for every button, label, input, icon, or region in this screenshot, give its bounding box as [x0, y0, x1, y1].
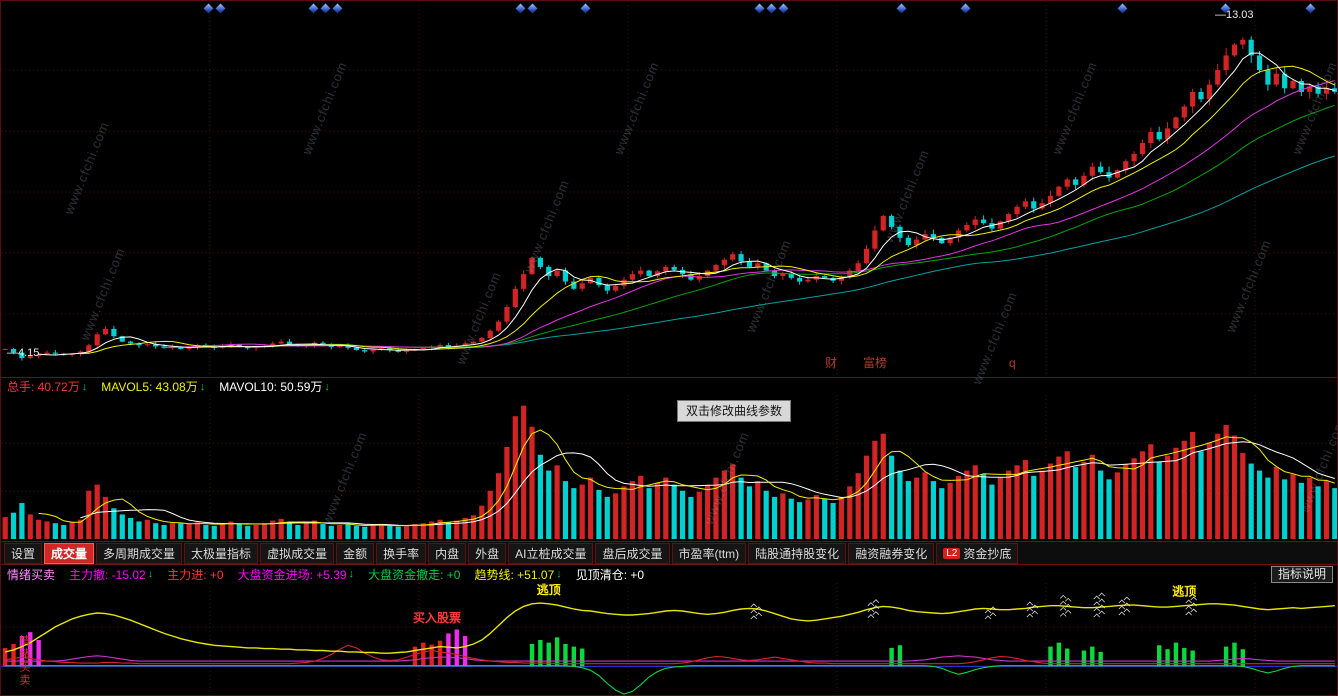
main-price-chart[interactable]: 财 富榜 q — [1, 1, 1338, 377]
down-arrow-icon: ↓ — [81, 380, 88, 393]
indicator-stat: 情绪买卖 — [7, 566, 55, 583]
tab-label: 陆股通持股变化 — [755, 546, 840, 561]
tab-13[interactable]: 融资融券变化 — [848, 542, 935, 564]
tab-label: 多周期成交量 — [103, 546, 176, 561]
tab-0[interactable]: 设置 — [4, 542, 43, 564]
l2-badge: L2 — [943, 547, 961, 559]
down-arrow-icon: ↓ — [556, 568, 562, 580]
tab-5[interactable]: 金额 — [336, 542, 375, 564]
red-line — [5, 644, 1335, 665]
ma30-line — [247, 104, 1335, 348]
tab-3[interactable]: 太极量指标 — [184, 542, 259, 564]
green-line — [5, 665, 1335, 695]
indicator-stat: 主力进: +0 — [167, 566, 223, 583]
volume-stat: MAVOL10: 50.59万 ↓ — [219, 378, 330, 395]
tab-8[interactable]: 外盘 — [468, 542, 507, 564]
buy-signal-label: 买入股票 — [413, 610, 461, 625]
chart-tooltip: 双击修改曲线参数 — [677, 400, 792, 422]
sentiment-indicator-chart[interactable]: 买入股票 逃顶 逃顶 — [1, 583, 1338, 696]
indicator-stat-value: 情绪买卖 — [7, 567, 56, 582]
tab-label: 市盈率(ttm) — [678, 546, 740, 561]
price-low-label: —4.15 — [7, 347, 39, 359]
ma5-line — [38, 52, 1335, 356]
signal-clusters — [750, 592, 1197, 620]
indicator-stat: 见顶清仓: +0 — [576, 566, 644, 583]
volume-bars — [2, 405, 1337, 539]
tab-label: 内盘 — [435, 546, 460, 561]
tab-1[interactable]: 成交量 — [44, 542, 95, 564]
tab-label: 外盘 — [475, 546, 500, 561]
signal-bars — [2, 629, 1246, 667]
ma20-line — [164, 80, 1335, 349]
indicator-stat-value: 主力撤: -15.02 — [69, 567, 146, 582]
tab-14[interactable]: L2 资金抄底 — [936, 542, 1019, 564]
ma10-line — [80, 65, 1336, 355]
indicator-stat-value: 大盘资金进场: +5.39 — [237, 567, 347, 582]
indicator-stat-value: 大盘资金撤走: +0 — [368, 567, 461, 582]
tab-11[interactable]: 市盈率(ttm) — [671, 542, 747, 564]
indicator-stat: 大盘资金撤走: +0 — [368, 566, 460, 583]
tab-2[interactable]: 多周期成交量 — [96, 542, 183, 564]
magenta-line — [5, 655, 1335, 662]
tab-label: 盘后成交量 — [602, 546, 663, 561]
mavol10-line — [80, 441, 1335, 527]
price-low-value: 4.15 — [18, 347, 40, 359]
price-tick-dash: — — [1215, 9, 1226, 21]
indicator-stat: 大盘资金进场: +5.39 ↓ — [238, 566, 355, 583]
ma55-line — [456, 155, 1335, 348]
indicator-stat: 趋势线: +51.07 ↓ — [474, 566, 561, 583]
down-arrow-icon: ↓ — [199, 380, 206, 393]
down-arrow-icon: ↓ — [147, 568, 154, 580]
volume-stat: 总手: 40.72万 ↓ — [7, 378, 87, 395]
price-high-value: 13.03 — [1226, 9, 1254, 21]
indicator-stat-value: 趋势线: +51.07 — [474, 567, 555, 582]
tab-label: 金额 — [343, 546, 368, 561]
tab-7[interactable]: 内盘 — [428, 542, 467, 564]
indicator-stat-value: 主力进: +0 — [167, 567, 224, 582]
volume-chart[interactable] — [1, 395, 1338, 541]
indicator-stats: 情绪买卖 主力撤: -15.02 ↓ 主力进: +0 大盘资金进场: +5.39 ↓ 大盘资… — [7, 566, 658, 583]
volume-stat-value: MAVOL10: 50.59万 — [219, 380, 323, 394]
tab-12[interactable]: 陆股通持股变化 — [748, 542, 847, 564]
tab-4[interactable]: 虚拟成交量 — [260, 542, 335, 564]
indicator-tab-bar: 设置 成交量 多周期成交量 太极量指标 虚拟成交量 金额 换手率 内盘 外盘 AI立桩成交量 盘后成… — [1, 541, 1337, 565]
mavol5-line — [38, 429, 1335, 527]
indicator-stat: 主力撤: -15.02 ↓ — [69, 566, 153, 583]
tab-6[interactable]: 换手率 — [376, 542, 427, 564]
tab-label: 设置 — [11, 546, 36, 561]
tab-label: 换手率 — [383, 546, 420, 561]
price-high-label: —13.03 — [1215, 9, 1254, 21]
indicator-header: 情绪买卖 主力撤: -15.02 ↓ 主力进: +0 大盘资金进场: +5.39 ↓ 大盘资… — [1, 565, 1337, 583]
tab-9[interactable]: AI立桩成交量 — [508, 542, 594, 564]
escape-signal-label: 逃顶 — [537, 583, 561, 597]
left-vertical-watermark: 情绪买卖 — [18, 635, 30, 687]
indicator-help-button[interactable]: 指标说明 — [1270, 565, 1333, 583]
volume-stat-value: MAVOL5: 43.08万 — [101, 380, 198, 394]
tab-label: 融资融券变化 — [855, 546, 928, 561]
indicator-stat-value: 见顶清仓: +0 — [575, 567, 645, 582]
price-tick-dash: — — [7, 347, 18, 359]
volume-stat: MAVOL5: 43.08万 ↓ — [101, 378, 205, 395]
down-arrow-icon: ↓ — [324, 380, 330, 393]
volume-header: 总手: 40.72万 ↓ MAVOL5: 43.08万 ↓ MAVOL10: 50.59… — [1, 377, 1337, 395]
tab-10[interactable]: 盘后成交量 — [595, 542, 670, 564]
chart-annotation: 财 — [825, 356, 837, 370]
tab-label: 虚拟成交量 — [267, 546, 328, 561]
tab-label: 太极量指标 — [191, 546, 252, 561]
trend-line — [5, 602, 1335, 654]
tab-label: AI立桩成交量 — [515, 546, 587, 561]
chart-annotation: 富榜 — [863, 355, 887, 370]
escape-signal-label: 逃顶 — [1172, 584, 1196, 599]
volume-stat-value: 总手: 40.72万 — [7, 380, 80, 394]
chart-annotation: q — [1009, 356, 1016, 370]
tab-label: 资金抄底 — [963, 546, 1012, 561]
candlestick-series — [2, 36, 1337, 361]
down-arrow-icon: ↓ — [348, 568, 355, 580]
tab-label: 成交量 — [51, 546, 88, 561]
